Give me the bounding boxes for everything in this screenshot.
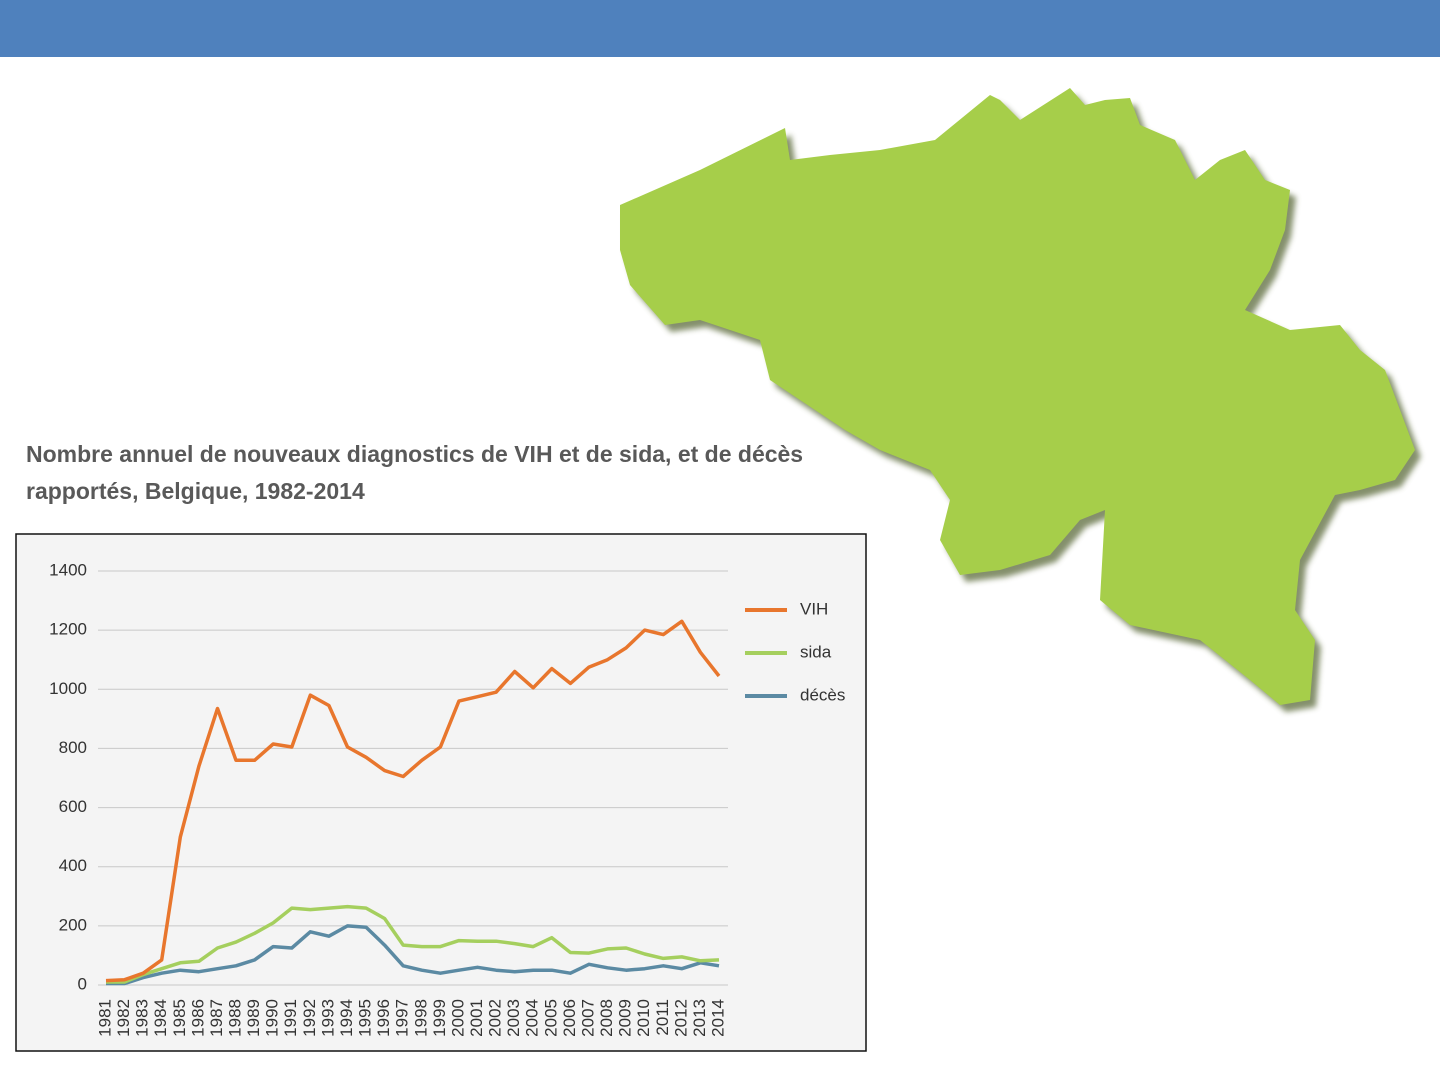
x-tick-label: 2013 — [690, 999, 709, 1037]
x-tick-label: 1981 — [95, 999, 114, 1037]
series-line — [106, 904, 720, 984]
x-tick-label: 2000 — [448, 999, 467, 1037]
x-tick-label: 1991 — [281, 999, 300, 1037]
x-tick-label: 1989 — [244, 999, 263, 1037]
y-tick-label: 600 — [59, 797, 87, 816]
x-tick-label: 1996 — [374, 999, 393, 1037]
y-tick-label: 200 — [59, 915, 87, 934]
header-bar — [0, 0, 1440, 57]
x-tick-label: 2001 — [467, 999, 486, 1037]
x-tick-label: 1999 — [430, 999, 449, 1037]
belgium-map — [620, 88, 1421, 712]
series-line — [105, 619, 721, 983]
legend-label: sida — [800, 642, 832, 661]
x-tick-label: 1988 — [226, 999, 245, 1037]
x-tick-label: 2014 — [708, 999, 727, 1037]
y-tick-label: 400 — [59, 856, 87, 875]
x-tick-label: 2005 — [541, 999, 560, 1037]
x-tick-label: 1995 — [356, 999, 375, 1037]
x-tick-label: 2007 — [578, 999, 597, 1037]
x-tick-label: 1985 — [170, 999, 189, 1037]
y-tick-label: 1000 — [49, 679, 87, 698]
chart-title: Nombre annuel de nouveaux diagnostics de… — [26, 441, 804, 504]
x-tick-label: 1998 — [411, 999, 430, 1037]
x-tick-label: 2012 — [671, 999, 690, 1037]
x-tick-label: 1992 — [300, 999, 319, 1037]
x-tick-label: 1982 — [114, 999, 133, 1037]
y-tick-label: 1400 — [49, 560, 87, 579]
x-tick-label: 2003 — [504, 999, 523, 1037]
x-tick-label: 1993 — [318, 999, 337, 1037]
x-tick-label: 1983 — [133, 999, 152, 1037]
x-tick-label: 1994 — [337, 999, 356, 1037]
y-tick-label: 800 — [59, 738, 87, 757]
series-line — [106, 924, 720, 986]
x-tick-label: 2010 — [634, 999, 653, 1037]
x-tick-label: 1997 — [393, 999, 412, 1037]
x-tick-label: 1990 — [263, 999, 282, 1037]
x-tick-label: 1984 — [151, 999, 170, 1037]
x-tick-label: 2004 — [523, 999, 542, 1037]
legend-label: VIH — [800, 599, 828, 618]
y-tick-label: 1200 — [49, 620, 87, 639]
legend-label: décès — [800, 685, 845, 704]
x-tick-label: 2011 — [653, 999, 672, 1036]
x-tick-label: 1987 — [207, 999, 226, 1037]
x-tick-label: 1986 — [188, 999, 207, 1037]
y-tick-label: 0 — [78, 974, 87, 993]
x-tick-label: 2008 — [597, 999, 616, 1037]
x-tick-label: 2002 — [486, 999, 505, 1037]
x-tick-label: 2009 — [616, 999, 635, 1037]
x-tick-label: 2006 — [560, 999, 579, 1037]
